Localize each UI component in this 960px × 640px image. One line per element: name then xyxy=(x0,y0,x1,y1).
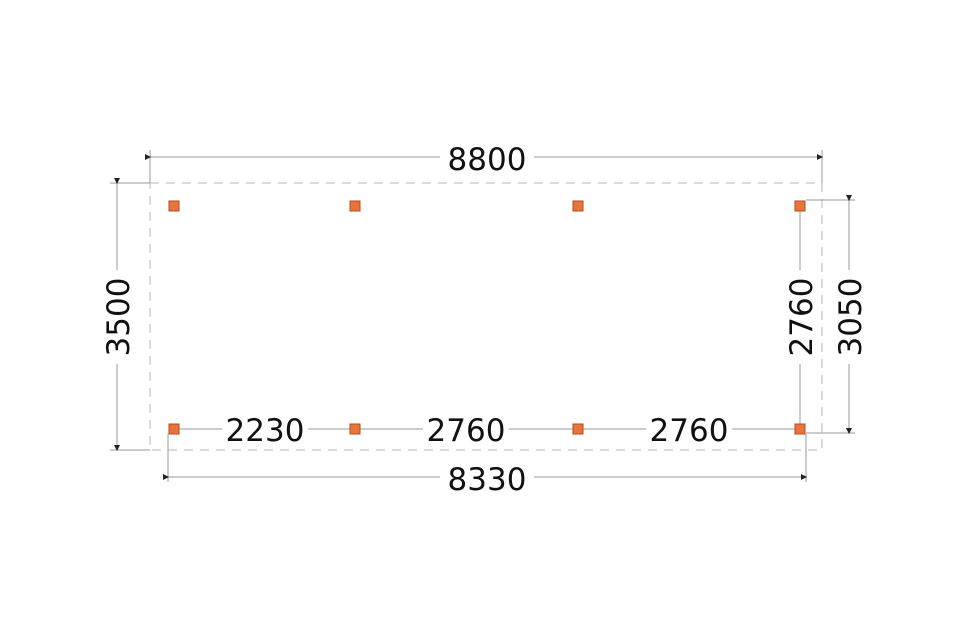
post xyxy=(349,423,361,435)
dimension-label: 2760 xyxy=(784,278,820,357)
dimension-post-span-depth: 2760 xyxy=(783,201,820,430)
post xyxy=(572,423,584,435)
post xyxy=(572,200,584,212)
post xyxy=(794,423,806,435)
dimension-label: 8330 xyxy=(448,462,527,498)
roof-outline xyxy=(149,182,823,451)
dimension-label: 3500 xyxy=(101,278,137,357)
dimension-overall-depth: 3500 xyxy=(100,178,150,451)
dimension-overall-width: 8800 xyxy=(145,140,823,183)
dimension-side-depth: 3050 xyxy=(806,195,869,434)
dimension-post-span-width: 8330 xyxy=(163,434,807,498)
bay-label-2: 2760 xyxy=(427,413,506,449)
post xyxy=(168,423,180,435)
bay-label-1: 2230 xyxy=(226,413,305,449)
dimension-bays: 2230 2760 2760 xyxy=(174,412,801,449)
post xyxy=(349,200,361,212)
dimension-label: 3050 xyxy=(833,278,869,357)
posts xyxy=(168,200,806,435)
dimension-label: 8800 xyxy=(448,142,527,178)
bay-label-3: 2760 xyxy=(650,413,729,449)
post xyxy=(168,200,180,212)
post xyxy=(794,200,806,212)
